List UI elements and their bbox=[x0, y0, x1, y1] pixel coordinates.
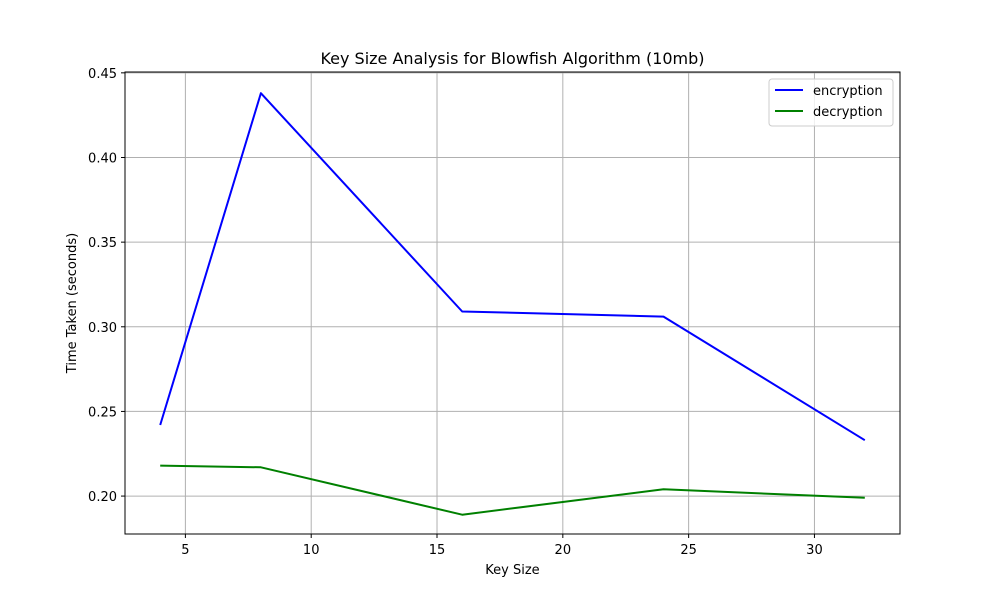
y-tick-label: 0.25 bbox=[88, 405, 117, 420]
y-tick-label: 0.20 bbox=[88, 490, 117, 505]
plot-frame bbox=[124, 71, 901, 535]
legend: encryption decryption bbox=[768, 78, 894, 127]
y-tick-label: 0.30 bbox=[88, 321, 117, 336]
series-line-encryption bbox=[159, 92, 866, 442]
x-tick-label: 20 bbox=[555, 543, 572, 558]
legend-label-decryption: decryption bbox=[813, 105, 883, 120]
y-axis-label: Time Taken (seconds) bbox=[65, 233, 80, 374]
series-lines bbox=[159, 92, 866, 516]
x-tick-label: 15 bbox=[429, 543, 446, 558]
y-tick-label: 0.40 bbox=[88, 151, 117, 166]
axis-ticks: 5 10 15 20 25 30 0.20 0.25 0.30 0.35 0.40 0.45 bbox=[88, 67, 823, 558]
x-tick-label: 10 bbox=[303, 543, 320, 558]
chart-title: Key Size Analysis for Blowfish Algorithm… bbox=[320, 49, 704, 68]
x-tick-label: 30 bbox=[806, 543, 823, 558]
grid bbox=[125, 72, 900, 534]
y-tick-label: 0.45 bbox=[88, 67, 117, 82]
y-tick-label: 0.35 bbox=[88, 236, 117, 251]
series-line-decryption bbox=[160, 464, 865, 516]
legend-label-encryption: encryption bbox=[813, 84, 883, 99]
x-axis-label: Key Size bbox=[485, 563, 539, 578]
x-tick-label: 5 bbox=[181, 543, 189, 558]
x-tick-label: 25 bbox=[680, 543, 697, 558]
